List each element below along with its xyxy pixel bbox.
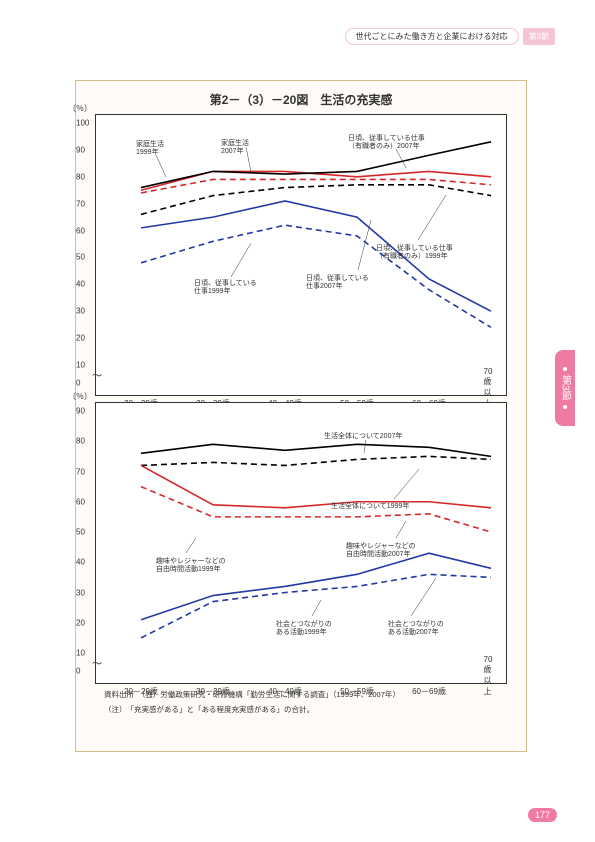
label-hobby1999: 趣味やレジャーなどの自由時間活動1999年 [156, 558, 226, 575]
page-number: 177 [528, 808, 557, 822]
label-social1999: 社会とつながりのある活動1999年 [276, 621, 332, 638]
label-work2007: 日頃、従事している仕事2007年 [306, 275, 369, 292]
y-tick: 30 [76, 588, 85, 597]
x-tick: 20－29歳 [124, 686, 158, 697]
chart-top: （％）0102030405060708090100〜20－29歳30－39歳40… [95, 114, 507, 396]
series-family2007 [141, 171, 491, 190]
label-workEmp1999: 日頃、従事している仕事（有職者のみ）1999年 [376, 245, 453, 262]
y-tick: 40 [76, 280, 85, 289]
figure-title: 第2－（3）－20図 生活の充実感 [76, 91, 526, 108]
label-life2007: 生活全体について2007年 [324, 433, 402, 441]
y-tick: 80 [76, 437, 85, 446]
series-workEmp1999 [141, 185, 491, 215]
label-work1999: 日頃、従事している仕事1999年 [194, 280, 257, 297]
y-tick: 90 [76, 407, 85, 416]
chart-bottom: （％）0102030405060708090〜20－29歳30－39歳40－49… [95, 402, 507, 684]
series-workEmp2007 [141, 142, 491, 188]
y-tick: 60 [76, 226, 85, 235]
label-life1999: 生活全体について1999年 [331, 503, 409, 511]
y-tick: 20 [76, 334, 85, 343]
header-badge: 第3節 [523, 28, 555, 45]
y-tick: 100 [76, 119, 89, 128]
y-tick: 10 [76, 361, 85, 370]
y-tick: 50 [76, 253, 85, 262]
page-header: 世代ごとにみた働き方と企業における対応 第3節 [345, 28, 555, 45]
label-family1999: 家庭生活1999年 [136, 141, 164, 158]
y-tick: 70 [76, 467, 85, 476]
y-tick: 70 [76, 199, 85, 208]
x-tick: 30－39歳 [196, 686, 230, 697]
figure-frame: 第2－（3）－20図 生活の充実感 （％）0102030405060708090… [75, 80, 527, 752]
figure-source-2: （注） 「充実感がある」と「ある程度充実感がある」の合計。 [104, 705, 510, 716]
x-tick: 60－69歳 [412, 686, 446, 697]
y-tick: 80 [76, 172, 85, 181]
series-life2007 [141, 444, 491, 456]
series-life1999 [141, 456, 491, 465]
y-tick: 30 [76, 307, 85, 316]
section-side-tab: 第3節 [555, 350, 575, 426]
label-workEmp2007: 日頃、従事している仕事（有職者のみ）2007年 [348, 135, 425, 152]
y-tick: 0 [76, 667, 80, 676]
y-tick: 90 [76, 145, 85, 154]
label-hobby2007: 趣味やレジャーなどの自由時間活動2007年 [346, 543, 416, 560]
side-tab-label: 第3節 [558, 375, 573, 401]
y-tick: 10 [76, 649, 85, 658]
x-tick: 40－49歳 [268, 686, 302, 697]
series-hobby2007 [141, 465, 491, 507]
y-tick: 40 [76, 558, 85, 567]
label-family2007: 家庭生活2007年 [221, 140, 249, 157]
header-title: 世代ごとにみた働き方と企業における対応 [345, 28, 519, 45]
x-tick: 50－59歳 [340, 686, 374, 697]
figure-source-1: 資料出所 （独）労働政策研究・研修機構「勤労生活に関する調査」（1999年、20… [104, 690, 510, 701]
y-tick: 0 [76, 379, 80, 388]
y-axis-label: （％） [68, 391, 92, 402]
y-tick: 60 [76, 497, 85, 506]
label-social2007: 社会とつながりのある活動2007年 [388, 621, 444, 638]
y-tick: 50 [76, 528, 85, 537]
y-axis-label: （％） [68, 103, 92, 114]
y-tick: 20 [76, 618, 85, 627]
